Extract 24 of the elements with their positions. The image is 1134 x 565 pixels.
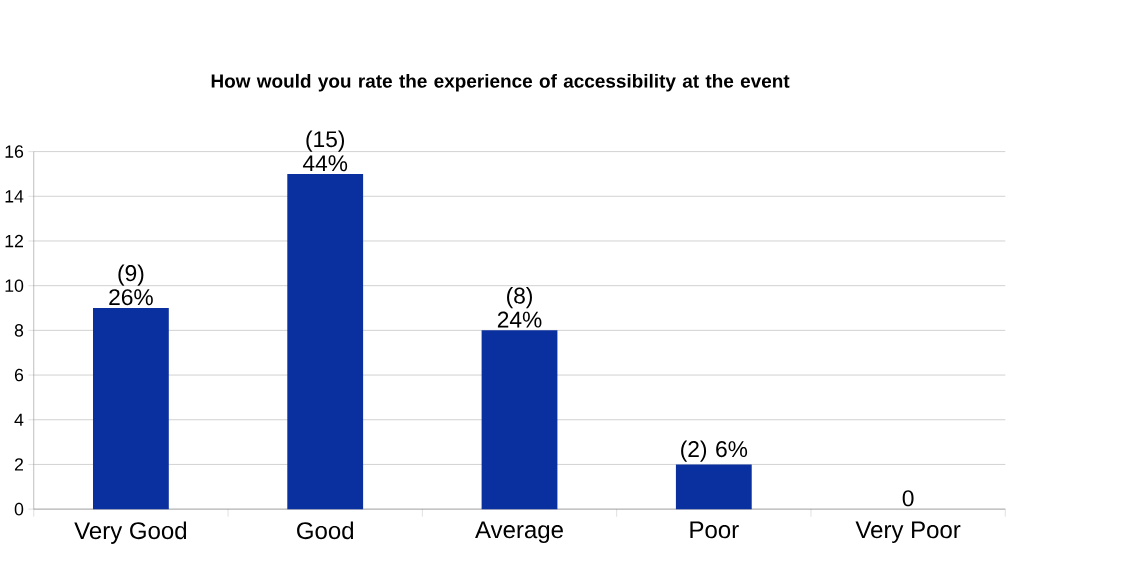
data-label: (2) 6%	[681, 440, 748, 462]
x-tick-label: Good	[297, 521, 353, 540]
data-label: 0	[902, 490, 914, 507]
x-tick-label: Very Good	[74, 521, 187, 545]
y-tick-label: 8	[14, 324, 24, 337]
y-tick-label: 14	[5, 190, 24, 203]
y-tick-label: 2	[14, 458, 24, 471]
bar	[481, 330, 558, 510]
x-tick-label: Very Poor	[855, 521, 961, 544]
data-label: (15) 44%	[302, 130, 348, 172]
y-tick-label: 12	[5, 234, 23, 248]
x-tick-label: Poor	[690, 521, 739, 539]
data-label: (9) 26%	[109, 264, 153, 306]
bar	[93, 308, 169, 510]
y-tick-label: 6	[14, 368, 24, 382]
y-tick-label: 0	[14, 503, 24, 516]
bar	[675, 464, 752, 510]
y-tick-label: 10	[5, 279, 24, 293]
x-tick-label: Average	[475, 521, 563, 544]
y-tick-label: 4	[14, 413, 24, 426]
y-tick-label: 16	[5, 145, 24, 159]
chart-title: How would you rate the experience of accessibility at the event	[211, 74, 790, 92]
bar	[287, 174, 364, 510]
data-label: (8) 24%	[497, 287, 542, 328]
